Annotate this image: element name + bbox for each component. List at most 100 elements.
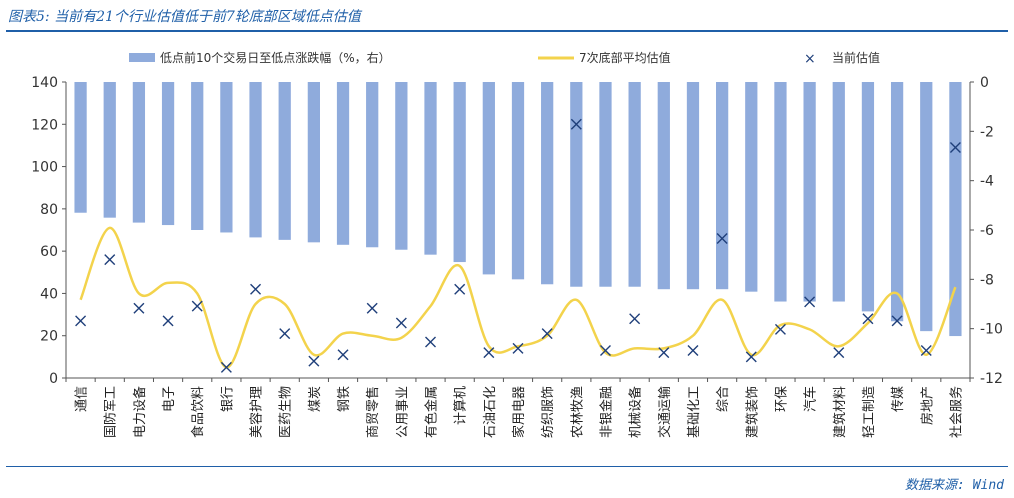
current-valuation-marker [716,232,728,244]
category-label: 社会服务 [948,386,964,438]
bottom-rule [6,466,1008,467]
marker-stroke [454,283,466,295]
category-label: 公用事业 [395,386,410,438]
current-valuation-marker [599,345,611,357]
current-valuation-marker [191,300,203,312]
bar [570,82,583,287]
current-valuation-marker [541,328,553,340]
legend-bar-swatch [129,53,155,62]
category-labels: 通信 国防军工 电力设备 电子 食品饮料 银行 美容护理 医药生物 煤炭 钢铁 商贸零售 公用事业 有色… [75,386,965,438]
bar [307,82,320,243]
right-tick-label: -6 [980,223,994,239]
marker-stroke [745,351,757,363]
bar [74,82,87,213]
category-label: 食品饮料 [190,386,206,438]
bars [74,82,962,337]
current-valuation-marker [279,328,291,340]
marker-stroke [833,347,845,359]
current-valuation-marker [862,313,874,325]
marker-stroke [75,315,87,327]
category-label: 机械设备 [628,386,644,438]
current-valuation-marker [308,355,320,367]
category-label: 建筑材料 [832,386,848,438]
bar [366,82,379,248]
category-label: 煤炭 [308,386,323,412]
legend-bar-label: 低点前10个交易日至低点涨跌幅（%，右） [160,50,391,65]
current-valuation-marker [891,315,903,327]
current-valuation-marker [425,336,437,348]
marker-stroke [541,328,553,340]
left-tick-label: 0 [49,371,58,387]
category-label: 电力设备 [132,386,148,438]
left-tick-label: 40 [40,286,58,302]
bar [657,82,670,290]
right-tick-label: -2 [980,124,994,140]
bar [132,82,146,223]
marker-stroke [920,345,932,357]
bar [191,82,204,230]
current-valuation-marker [687,345,699,357]
current-valuation-marker [483,347,495,359]
right-tick-label: 0 [980,75,989,91]
category-label: 计算机 [454,386,469,425]
left-tick-label: 140 [31,75,58,91]
current-valuation-marker [133,302,145,314]
bar [482,82,495,275]
category-label: 环保 [774,386,789,412]
marker-stroke [104,254,116,266]
bar [453,82,466,263]
current-valuation-marker [804,296,816,308]
right-tick-label: -8 [980,272,994,288]
bar [424,82,437,255]
bar [861,82,875,312]
category-label: 美容护理 [249,386,265,438]
marker-stroke [862,313,874,325]
marker-stroke [191,300,203,312]
left-tick-label: 120 [31,117,58,133]
top-rule [6,30,1008,32]
left-tick-label: 100 [31,160,58,176]
bar [541,82,554,285]
category-label: 商贸零售 [365,386,381,438]
axes: 0 20 40 60 80 100 120 140 0 -2 -4 -6 -8 -10 -12 [31,75,1003,387]
bar [920,82,933,332]
marker-stroke [395,317,407,329]
average-valuation-line [79,226,957,369]
right-tick-label: -12 [980,371,1003,387]
marker-stroke [483,347,495,359]
category-label: 银行 [220,386,235,412]
bar [890,82,904,322]
bar [161,82,175,226]
category-label: 有色金属 [424,386,440,438]
legend: 低点前10个交易日至低点涨跌幅（%，右） 7次底部平均估值 × 当前估值 [129,50,880,67]
marker-stroke [774,323,786,335]
bar [745,82,758,292]
category-label: 综合 [716,386,731,412]
bar [716,82,729,290]
current-valuation-marker [920,345,932,357]
bar [599,82,612,287]
category-label: 家用电器 [511,386,527,438]
marker-stroke [308,355,320,367]
marker-stroke [658,347,670,359]
legend-marker-label: 当前估值 [832,50,880,65]
category-label: 房地产 [919,386,935,425]
category-label: 纺织服饰 [541,386,556,438]
marker-stroke [366,302,378,314]
bar [249,82,262,238]
current-valuation-marker [658,347,670,359]
current-valuation-marker [104,254,116,266]
marker-stroke [133,302,145,314]
marker-stroke [162,315,174,327]
right-tick-label: -4 [980,174,994,190]
category-label: 通信 [75,386,90,412]
legend-marker-symbol: × [804,51,816,67]
current-valuation-marker [395,317,407,329]
marker-stroke [337,349,349,361]
bar [832,82,845,302]
current-valuation-marker [512,342,524,354]
bar [628,82,641,287]
category-label: 非银金融 [598,386,614,438]
marker-stroke [599,345,611,357]
current-valuation-marker [250,283,262,295]
